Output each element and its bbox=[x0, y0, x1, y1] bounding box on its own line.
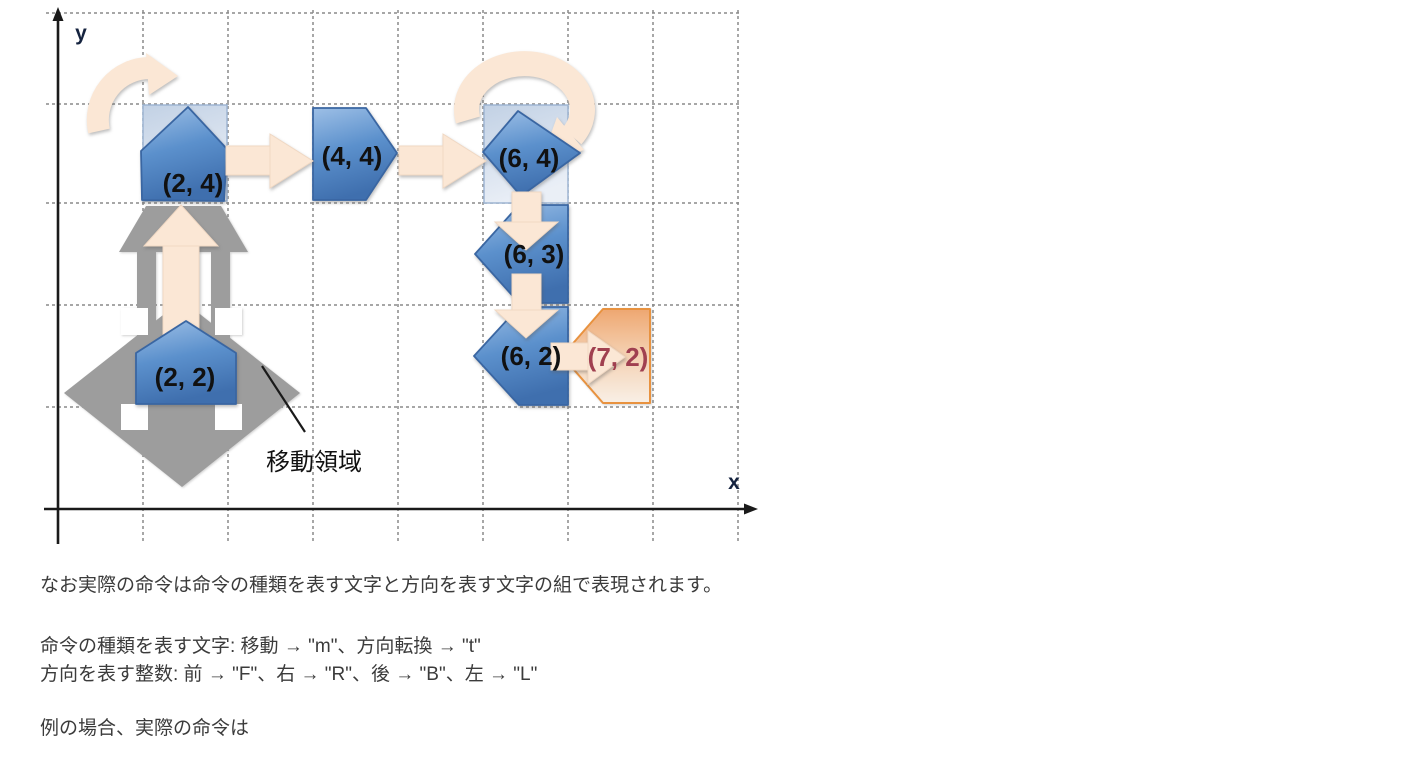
x-axis-arrowhead-icon bbox=[744, 503, 758, 515]
coord-label-7-2: (7, 2) bbox=[588, 342, 649, 372]
range-notch bbox=[121, 308, 148, 335]
coord-label-6-4: (6, 4) bbox=[499, 143, 560, 173]
y-axis-arrowhead-icon bbox=[52, 7, 64, 21]
move-right-arrow-2 bbox=[398, 133, 487, 189]
robot-marker-4-4 bbox=[312, 107, 398, 201]
turn-right-arrow-icon bbox=[86, 53, 178, 134]
area-label: 移動領域 bbox=[266, 449, 362, 476]
explanation-line-4: 例の場合、実際の命令は bbox=[40, 718, 250, 739]
coord-label-6-3: (6, 3) bbox=[504, 239, 565, 269]
explanation-line-2: 命令の種類を表す文字: 移動 → "m"、方向転換 → "t" bbox=[40, 636, 481, 657]
robot-marker-2-4 bbox=[140, 106, 228, 202]
range-notch bbox=[215, 308, 242, 335]
movement-diagram: y x bbox=[44, 7, 758, 544]
y-axis-label: y bbox=[75, 22, 87, 45]
explanation-line-1: なお実際の命令は命令の種類を表す文字と方向を表す文字の組で表現されます。 bbox=[40, 575, 723, 596]
x-axis-label: x bbox=[728, 471, 740, 494]
move-down-arrow-2 bbox=[493, 273, 560, 339]
y-axis: y bbox=[52, 7, 87, 544]
robot-marker-6-2 bbox=[473, 306, 569, 406]
move-down-arrow-1 bbox=[493, 191, 560, 251]
move-right-arrow-invalid bbox=[550, 330, 626, 385]
grid bbox=[46, 10, 741, 544]
move-arrows bbox=[142, 133, 626, 385]
explanation-line-3: 方向を表す整数: 前 → "F"、右 → "R"、後 → "B"、左 → "L" bbox=[40, 664, 538, 685]
coord-label-6-2: (6, 2) bbox=[501, 341, 562, 371]
area-callout: 移動領域 bbox=[261, 365, 362, 476]
range-notch bbox=[121, 404, 148, 430]
x-axis: x bbox=[44, 471, 758, 515]
move-right-arrow-1 bbox=[225, 133, 314, 189]
range-notch bbox=[215, 404, 242, 430]
coord-label-2-2: (2, 2) bbox=[155, 362, 216, 392]
move-up-arrow bbox=[142, 204, 220, 337]
coord-label-2-4: (2, 4) bbox=[163, 168, 224, 198]
coord-label-4-4: (4, 4) bbox=[322, 141, 383, 171]
robot-marker-2-2 bbox=[135, 320, 237, 405]
